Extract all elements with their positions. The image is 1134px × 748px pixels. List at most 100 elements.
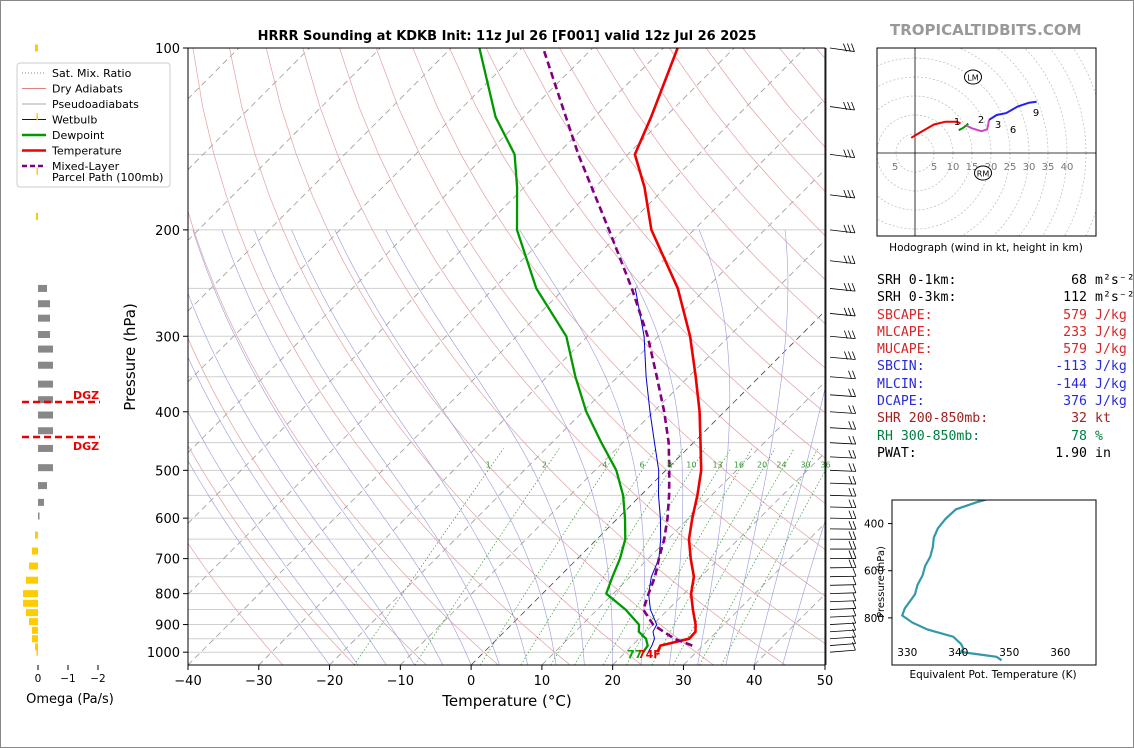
omega-bar (36, 167, 38, 175)
index-unit: m²s⁻² (1095, 273, 1134, 288)
wind-barb-flag (851, 189, 856, 199)
wind-barb (829, 229, 855, 234)
sounding-indices: SRH 0-1km: 68 m²s⁻² SRH 0-3km: 112 m²s⁻² SBCAP… (877, 272, 1134, 462)
series-wetbulb (634, 288, 662, 653)
omega-bar (32, 547, 38, 555)
omega-bar (35, 531, 38, 539)
omega-bar (38, 314, 50, 322)
wind-barb-flag (852, 540, 857, 550)
wind-barb-flag (852, 576, 857, 585)
wind-barb-flag (844, 351, 848, 360)
hodograph-height-label: 3 (995, 120, 1001, 131)
moist-adiabat-line (753, 387, 825, 665)
index-unit: J/kg (1095, 359, 1127, 375)
index-value: 1.90 (1055, 445, 1087, 461)
dry-adiabat-line (595, 48, 825, 324)
chart-title: HRRR Sounding at KDKB Init: 11z Jul 26 [… (258, 29, 757, 44)
wind-barb-flag (851, 224, 856, 233)
index-label: MUCAPE: (877, 342, 933, 358)
wind-barb (829, 153, 855, 159)
moist-adiabat-line (254, 229, 500, 665)
wind-barb-flag (848, 463, 853, 472)
index-label: SHR 200-850mb: (877, 411, 989, 427)
hodograph-height-label: 1 (954, 117, 960, 128)
x-tick-label: 20 (604, 674, 621, 689)
mixing-ratio-label: 20 (757, 460, 767, 469)
mixing-ratio-line (699, 448, 819, 665)
omega-bar (38, 464, 53, 472)
y-tick-label: 1000 (147, 646, 180, 661)
mixing-ratio-label: 13 (713, 460, 723, 469)
storm-motion-label: LM (967, 74, 978, 83)
theta-e-plot (900, 500, 1003, 662)
dry-adiabat-line (485, 48, 825, 459)
hodograph-ring-label: 10 (947, 162, 960, 173)
omega-bar (38, 427, 53, 435)
omega-bar (38, 482, 47, 490)
theta-e-y-tick-label: 400 (864, 519, 884, 531)
wind-barb-flag (852, 628, 857, 638)
wind-barb-flag (848, 351, 852, 360)
mixing-ratio-label: 24 (776, 460, 786, 469)
omega-bar (26, 576, 38, 584)
series-temperature (633, 48, 703, 653)
hodograph-height-label: 2 (978, 115, 984, 126)
isotherm-line (612, 452, 825, 665)
index-label: RH 300-850mb: (877, 428, 981, 444)
index-value: 579 (1063, 342, 1087, 358)
wind-barb-flag (848, 559, 853, 568)
wind-barb-flag (848, 370, 852, 379)
wind-barb-flag (852, 405, 857, 414)
legend-label: Dewpoint (52, 129, 105, 142)
wind-barb-flag (843, 224, 848, 233)
hodograph-caption: Hodograph (wind in kt, height in km) (889, 242, 1083, 254)
index-row: SHR 200-850mb: 32 kt (877, 410, 1134, 427)
index-row: MUCAPE: 579 J/kg (877, 341, 1134, 358)
dry-adiabat-line (412, 48, 825, 550)
omega-bar (38, 512, 40, 520)
wind-barb-flag (848, 405, 853, 414)
theta-e-x-tick-label: 340 (948, 647, 968, 659)
index-unit: J/kg (1095, 394, 1127, 410)
index-unit: in (1095, 445, 1111, 461)
dry-adiabat-line (188, 444, 355, 665)
wind-barb-flag (851, 101, 855, 111)
wind-barb (829, 629, 856, 633)
wind-barb-flag (852, 475, 857, 485)
index-label: DCAPE: (877, 394, 925, 410)
wind-barb-flag (847, 43, 851, 52)
wind-barb-flag (852, 463, 857, 472)
index-unit: J/kg (1095, 307, 1127, 323)
omega-bar (35, 212, 38, 220)
wind-barb-flag (847, 189, 852, 199)
wind-barb-flag (847, 149, 852, 158)
index-row: MLCAPE: 233 J/kg (877, 324, 1134, 341)
theta-e-y-tick-label: 600 (864, 566, 884, 578)
theta-e-x-tick-label: 330 (897, 647, 917, 659)
omega-bar (38, 498, 44, 506)
x-tick-label: 40 (746, 674, 763, 689)
wind-barb-flag (852, 351, 856, 360)
index-row: SRH 0-1km: 68 m²s⁻² (877, 272, 1134, 289)
omega-bar (38, 411, 53, 419)
omega-bar (38, 361, 53, 369)
theta-e-x-tick-label: 350 (999, 647, 1019, 659)
index-value: 376 (1063, 394, 1087, 410)
dry-adiabat-line (229, 48, 643, 665)
mixing-ratio-label: 10 (686, 460, 696, 469)
wind-barb (829, 615, 856, 618)
legend-label: Mixed-Layer (52, 160, 120, 173)
index-unit: kt (1095, 411, 1111, 427)
omega-bar (26, 609, 38, 617)
moist-adiabat-line (334, 229, 557, 665)
wind-barb (829, 106, 855, 111)
index-row: SRH 0-3km: 112 m²s⁻² (877, 289, 1134, 306)
index-value: 233 (1063, 324, 1087, 340)
moist-adiabat-line (188, 460, 330, 665)
wind-barb-flag (848, 435, 853, 445)
wind-barb-flag (852, 531, 857, 540)
omega-bar (23, 590, 38, 598)
moist-adiabat-line (291, 229, 528, 665)
wind-barb-flag (852, 449, 857, 459)
hodograph-ring-label: 25 (1004, 162, 1017, 173)
